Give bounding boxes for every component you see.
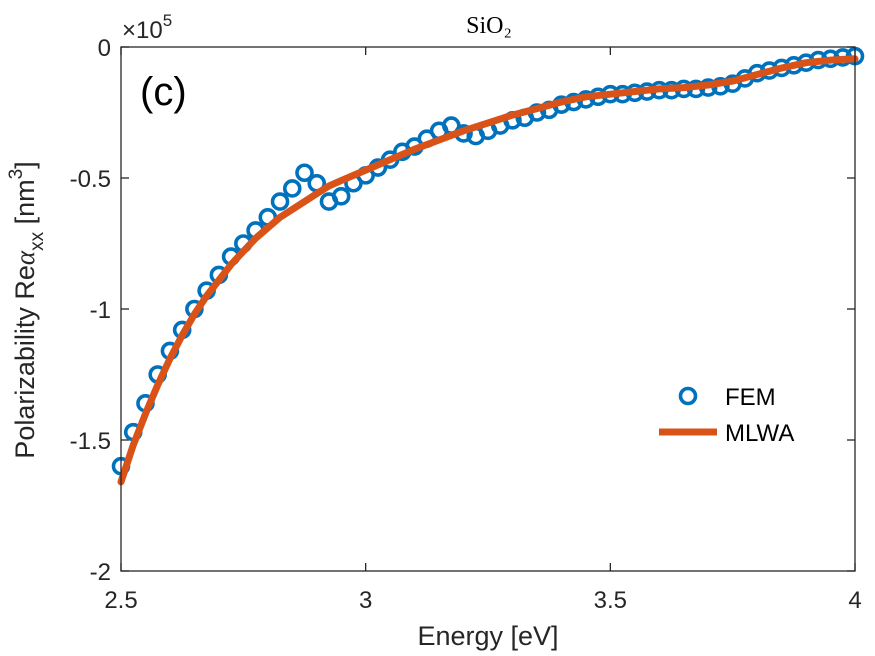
y-tick-label: -0.5	[70, 166, 111, 193]
ticks-layer: 2.5 3 3.5 4 0 -0.5 -1 -1.5 -2	[70, 35, 862, 614]
plot-frame	[120, 46, 856, 572]
fem-marker	[282, 179, 302, 198]
panel-label: (c)	[140, 70, 187, 114]
y-tick-label: -1	[90, 297, 111, 324]
y-tick-label: -1.5	[70, 428, 111, 455]
legend-fem-label: FEM	[725, 384, 776, 411]
series-layer	[111, 46, 865, 486]
x-tick-label: 3.5	[594, 587, 627, 614]
x-tick-label: 2.5	[104, 587, 137, 614]
chart-title: SiO₂	[466, 13, 512, 39]
fem-marker	[295, 163, 314, 183]
x-tick-label: 4	[848, 587, 861, 614]
x-tick-label: 3	[359, 587, 372, 614]
y-tick-label: -2	[90, 559, 111, 586]
fem-marker	[270, 192, 290, 211]
x-axis-label: Energy [eV]	[417, 621, 558, 651]
legend-mlwa-label: MLWA	[725, 420, 794, 447]
y-multiplier: ×105	[122, 11, 172, 44]
mlwa-line	[117, 55, 859, 486]
y-tick-label: 0	[98, 35, 111, 62]
legend-fem-marker	[678, 386, 698, 406]
legend: FEM MLWA	[659, 384, 794, 447]
fem-marker	[331, 187, 351, 206]
y-axis-label: Polarizability Reαxx [nm3]	[6, 161, 48, 458]
